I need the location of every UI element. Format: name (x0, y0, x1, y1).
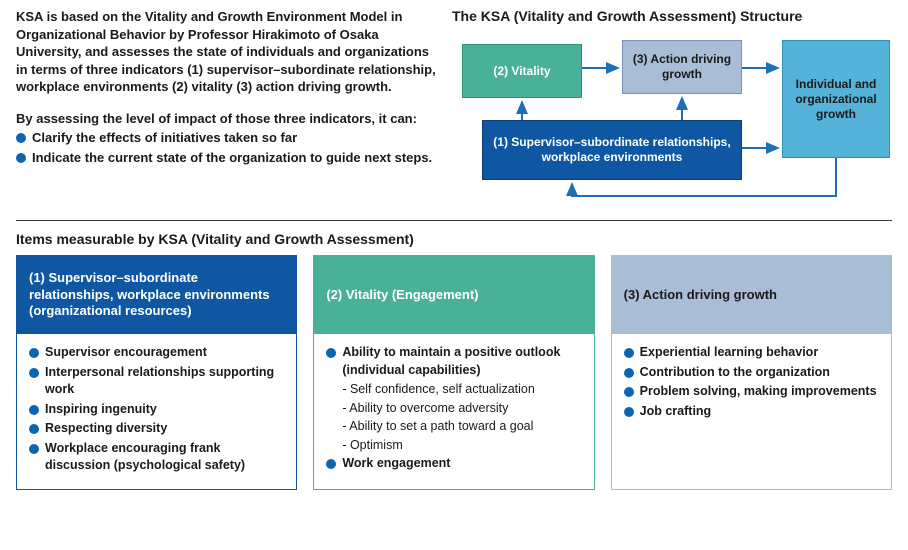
card-subitem: - Optimism (326, 437, 581, 455)
bullet-dot-icon (624, 348, 634, 358)
items-title: Items measurable by KSA (Vitality and Gr… (16, 231, 892, 247)
card-head: (3) Action driving growth (612, 256, 891, 334)
card-subitem: - Ability to set a path toward a goal (326, 418, 581, 436)
card-head: (1) Supervisor–subordinate relationships… (17, 256, 296, 334)
intro-bullet: Indicate the current state of the organi… (16, 149, 436, 167)
card-item: Supervisor encouragement (29, 344, 284, 362)
card-item-text: Inspiring ingenuity (45, 401, 157, 419)
card-item-text: Work engagement (342, 455, 450, 473)
card-item: Ability to maintain a positive outlook (… (326, 344, 581, 379)
card-subitem: - Self confidence, self actualization (326, 381, 581, 399)
card-body: Experiential learning behavior Contributi… (612, 334, 891, 434)
card-body: Supervisor encouragement Interpersonal re… (17, 334, 296, 489)
bullet-dot-icon (16, 133, 26, 143)
card-item: Respecting diversity (29, 420, 284, 438)
box-vitality: (2) Vitality (462, 44, 582, 98)
card-item-text: Interpersonal relationships supporting w… (45, 364, 284, 399)
intro-para2: By assessing the level of impact of thos… (16, 110, 436, 128)
box-relationships: (1) Supervisor–subordinate relationships… (482, 120, 742, 180)
bullet-dot-icon (326, 459, 336, 469)
card-item-text: Experiential learning behavior (640, 344, 819, 362)
bullet-dot-icon (624, 387, 634, 397)
card-item: Inspiring ingenuity (29, 401, 284, 419)
card-head: (2) Vitality (Engagement) (314, 256, 593, 334)
bullet-dot-icon (16, 153, 26, 163)
bullet-dot-icon (29, 405, 39, 415)
bullet-dot-icon (326, 348, 336, 358)
intro-bullet: Clarify the effects of initiatives taken… (16, 129, 436, 147)
card-item-text: Workplace encouraging frank discussion (… (45, 440, 284, 475)
bullet-dot-icon (29, 348, 39, 358)
card-item: Job crafting (624, 403, 879, 421)
box-action: (3) Action driving growth (622, 40, 742, 94)
card-item-text: Respecting diversity (45, 420, 167, 438)
card: (1) Supervisor–subordinate relationships… (16, 255, 297, 490)
bullet-dot-icon (624, 407, 634, 417)
card: (3) Action driving growthExperiential le… (611, 255, 892, 490)
intro-para1: KSA is based on the Vitality and Growth … (16, 8, 436, 96)
card-item: Problem solving, making improvements (624, 383, 879, 401)
bullet-dot-icon (624, 368, 634, 378)
divider (16, 220, 892, 221)
top-section: KSA is based on the Vitality and Growth … (0, 0, 908, 210)
card-item: Work engagement (326, 455, 581, 473)
card-item-text: Job crafting (640, 403, 712, 421)
card-body: Ability to maintain a positive outlook (… (314, 334, 593, 487)
diagram-title: The KSA (Vitality and Growth Assessment)… (452, 8, 892, 24)
card: (2) Vitality (Engagement) Ability to main… (313, 255, 594, 490)
diagram-wrap: The KSA (Vitality and Growth Assessment)… (452, 8, 892, 210)
card-item: Interpersonal relationships supporting w… (29, 364, 284, 399)
card-item-text: Supervisor encouragement (45, 344, 207, 362)
card-item-text: Contribution to the organization (640, 364, 830, 382)
diagram: (2) Vitality (3) Action driving growth (… (452, 30, 892, 210)
bullet-dot-icon (29, 368, 39, 378)
bullet-dot-icon (29, 444, 39, 454)
card-item-text: Problem solving, making improvements (640, 383, 877, 401)
card-subitem: - Ability to overcome adversity (326, 400, 581, 418)
card-item-text: Ability to maintain a positive outlook (… (342, 344, 581, 379)
intro-bullet-text: Indicate the current state of the organi… (32, 149, 432, 167)
box-growth: Individual and organizational growth (782, 40, 890, 158)
card-item: Workplace encouraging frank discussion (… (29, 440, 284, 475)
bullet-dot-icon (29, 424, 39, 434)
intro-text: KSA is based on the Vitality and Growth … (16, 8, 436, 210)
cards-row: (1) Supervisor–subordinate relationships… (0, 255, 908, 490)
card-item: Contribution to the organization (624, 364, 879, 382)
card-item: Experiential learning behavior (624, 344, 879, 362)
intro-bullet-text: Clarify the effects of initiatives taken… (32, 129, 297, 147)
